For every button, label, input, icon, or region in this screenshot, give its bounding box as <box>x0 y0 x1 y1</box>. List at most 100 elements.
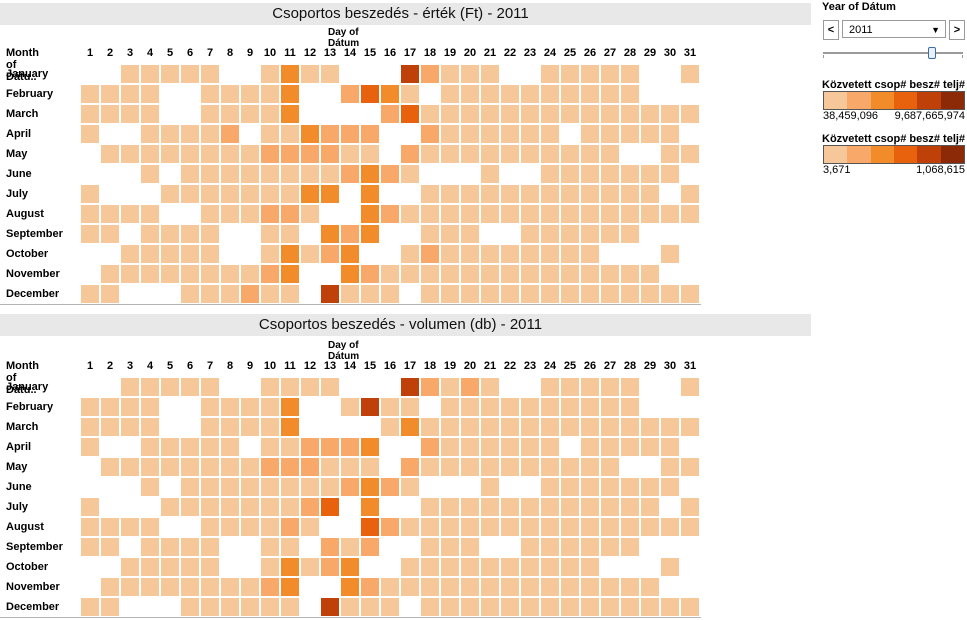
heatmap-cell[interactable] <box>201 558 219 576</box>
heatmap-cell[interactable] <box>301 165 319 183</box>
heatmap-cell[interactable] <box>661 245 679 263</box>
heatmap-cell[interactable] <box>161 378 179 396</box>
heatmap-cell[interactable] <box>161 265 179 283</box>
heatmap-cell[interactable] <box>601 125 619 143</box>
heatmap-cell[interactable] <box>421 205 439 223</box>
heatmap-cell[interactable] <box>381 85 399 103</box>
heatmap-cell[interactable] <box>481 245 499 263</box>
heatmap-cell[interactable] <box>621 165 639 183</box>
heatmap-cell[interactable] <box>501 458 519 476</box>
heatmap-cell[interactable] <box>461 438 479 456</box>
heatmap-cell[interactable] <box>541 458 559 476</box>
heatmap-cell[interactable] <box>641 125 659 143</box>
heatmap-cell[interactable] <box>581 598 599 616</box>
heatmap-cell[interactable] <box>181 185 199 203</box>
heatmap-cell[interactable] <box>341 285 359 303</box>
heatmap-cell[interactable] <box>121 245 139 263</box>
heatmap-cell[interactable] <box>601 85 619 103</box>
heatmap-cell[interactable] <box>441 85 459 103</box>
heatmap-cell[interactable] <box>141 558 159 576</box>
heatmap-cell[interactable] <box>641 598 659 616</box>
heatmap-cell[interactable] <box>141 145 159 163</box>
heatmap-cell[interactable] <box>81 285 99 303</box>
heatmap-cell[interactable] <box>181 265 199 283</box>
heatmap-cell[interactable] <box>521 145 539 163</box>
heatmap-cell[interactable] <box>441 438 459 456</box>
heatmap-cell[interactable] <box>221 265 239 283</box>
heatmap-cell[interactable] <box>541 518 559 536</box>
heatmap-cell[interactable] <box>621 285 639 303</box>
heatmap-cell[interactable] <box>481 478 499 496</box>
heatmap-cell[interactable] <box>681 598 699 616</box>
heatmap-cell[interactable] <box>541 598 559 616</box>
heatmap-cell[interactable] <box>421 125 439 143</box>
heatmap-cell[interactable] <box>601 458 619 476</box>
heatmap-cell[interactable] <box>581 265 599 283</box>
heatmap-cell[interactable] <box>101 105 119 123</box>
heatmap-cell[interactable] <box>361 125 379 143</box>
heatmap-cell[interactable] <box>101 225 119 243</box>
heatmap-cell[interactable] <box>181 145 199 163</box>
heatmap-cell[interactable] <box>281 205 299 223</box>
heatmap-cell[interactable] <box>501 85 519 103</box>
heatmap-cell[interactable] <box>141 265 159 283</box>
heatmap-cell[interactable] <box>141 225 159 243</box>
heatmap-cell[interactable] <box>201 538 219 556</box>
heatmap-cell[interactable] <box>221 478 239 496</box>
heatmap-cell[interactable] <box>361 478 379 496</box>
heatmap-cell[interactable] <box>521 285 539 303</box>
heatmap-cell[interactable] <box>541 165 559 183</box>
heatmap-cell[interactable] <box>681 378 699 396</box>
heatmap-cell[interactable] <box>321 145 339 163</box>
heatmap-cell[interactable] <box>121 265 139 283</box>
heatmap-cell[interactable] <box>581 125 599 143</box>
heatmap-cell[interactable] <box>501 438 519 456</box>
heatmap-cell[interactable] <box>441 245 459 263</box>
heatmap-cell[interactable] <box>521 498 539 516</box>
heatmap-cell[interactable] <box>381 285 399 303</box>
heatmap-cell[interactable] <box>541 85 559 103</box>
heatmap-cell[interactable] <box>261 518 279 536</box>
heatmap-cell[interactable] <box>441 518 459 536</box>
heatmap-cell[interactable] <box>501 205 519 223</box>
heatmap-cell[interactable] <box>581 225 599 243</box>
year-slider-thumb[interactable] <box>928 47 936 59</box>
heatmap-cell[interactable] <box>201 478 219 496</box>
heatmap-cell[interactable] <box>321 225 339 243</box>
heatmap-cell[interactable] <box>141 245 159 263</box>
heatmap-cell[interactable] <box>261 418 279 436</box>
heatmap-cell[interactable] <box>401 145 419 163</box>
heatmap-cell[interactable] <box>261 378 279 396</box>
heatmap-cell[interactable] <box>201 285 219 303</box>
heatmap-cell[interactable] <box>161 438 179 456</box>
heatmap-cell[interactable] <box>541 578 559 596</box>
heatmap-cell[interactable] <box>101 418 119 436</box>
heatmap-cell[interactable] <box>221 438 239 456</box>
heatmap-cell[interactable] <box>381 578 399 596</box>
heatmap-cell[interactable] <box>421 538 439 556</box>
heatmap-cell[interactable] <box>441 125 459 143</box>
heatmap-cell[interactable] <box>521 538 539 556</box>
heatmap-cell[interactable] <box>561 85 579 103</box>
heatmap-cell[interactable] <box>461 285 479 303</box>
heatmap-cell[interactable] <box>501 498 519 516</box>
heatmap-cell[interactable] <box>561 205 579 223</box>
heatmap-cell[interactable] <box>581 105 599 123</box>
heatmap-cell[interactable] <box>221 205 239 223</box>
heatmap-cell[interactable] <box>261 185 279 203</box>
heatmap-cell[interactable] <box>141 538 159 556</box>
heatmap-cell[interactable] <box>281 418 299 436</box>
heatmap-cell[interactable] <box>601 418 619 436</box>
heatmap-cell[interactable] <box>481 398 499 416</box>
heatmap-cell[interactable] <box>561 165 579 183</box>
heatmap-cell[interactable] <box>441 205 459 223</box>
heatmap-cell[interactable] <box>321 558 339 576</box>
heatmap-cell[interactable] <box>401 398 419 416</box>
heatmap-cell[interactable] <box>341 165 359 183</box>
heatmap-cell[interactable] <box>661 478 679 496</box>
year-slider-track[interactable] <box>823 52 963 54</box>
heatmap-cell[interactable] <box>521 105 539 123</box>
heatmap-cell[interactable] <box>381 598 399 616</box>
heatmap-cell[interactable] <box>301 145 319 163</box>
heatmap-cell[interactable] <box>221 398 239 416</box>
